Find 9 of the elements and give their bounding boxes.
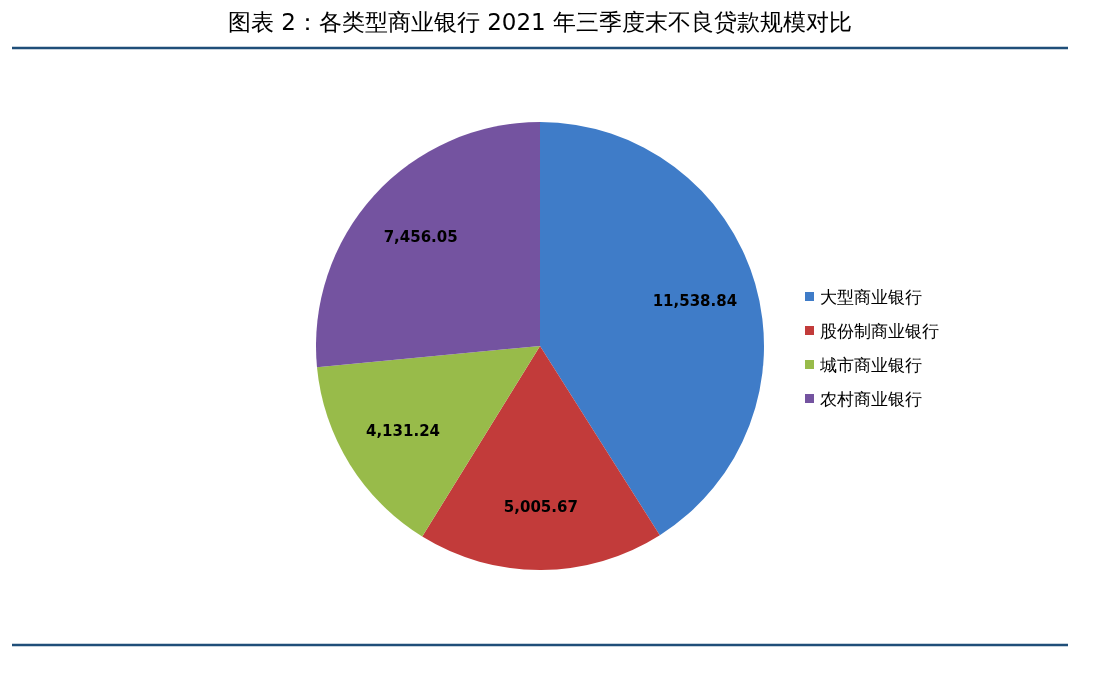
data-label: 7,456.05 xyxy=(383,228,458,247)
legend-label: 大型商业银行 xyxy=(820,287,922,307)
legend-label: 股份制商业银行 xyxy=(820,321,939,341)
data-label: 5,005.67 xyxy=(503,498,578,517)
data-label: 11,538.84 xyxy=(652,292,738,311)
legend-label: 农村商业银行 xyxy=(820,389,922,409)
chart-title: 图表 2：各类型商业银行 2021 年三季度末不良贷款规模对比 xyxy=(227,9,853,35)
legend-label: 城市商业银行 xyxy=(819,355,922,375)
data-label: 4,131.24 xyxy=(365,422,441,441)
